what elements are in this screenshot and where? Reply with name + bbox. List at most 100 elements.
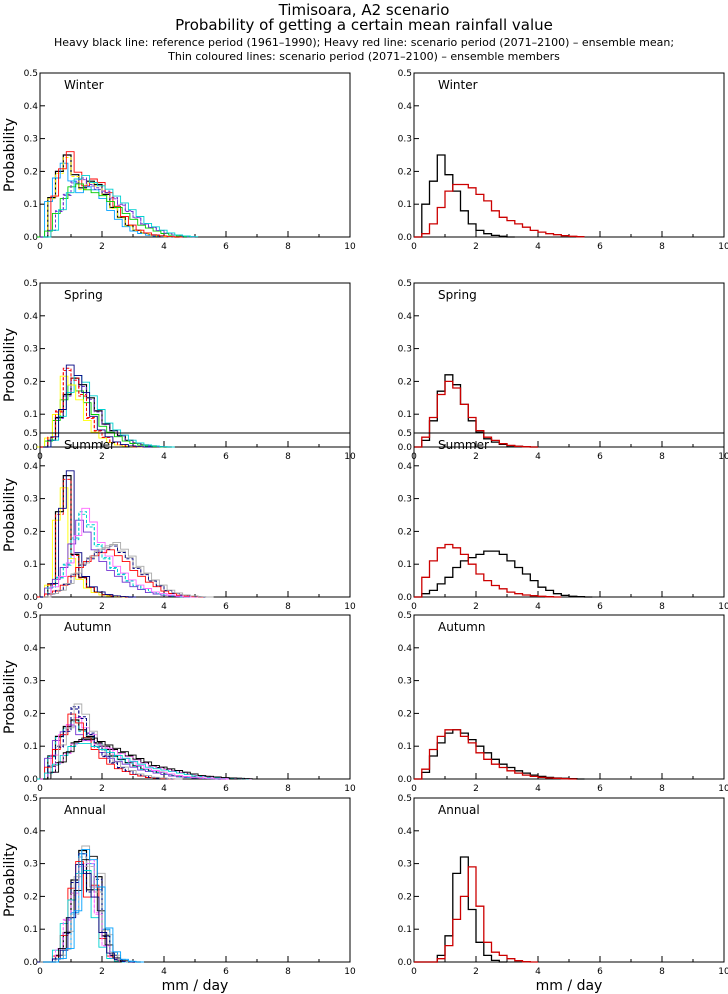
plot-frame-winter-members <box>39 72 351 238</box>
y-tick-label-spring-members: 0.5 <box>24 279 38 289</box>
y-tick-label-winter-means: 0.5 <box>398 69 412 79</box>
series-line-annual-members-0 <box>40 849 141 963</box>
member-trace-winter-members-0-2 <box>43 151 183 238</box>
season-label-spring-means: Spring <box>438 288 477 302</box>
y-tick-label-winter-members: 0.1 <box>24 200 38 210</box>
y-tick-label-summer-means: 0.4 <box>398 462 413 472</box>
x-tick-label-winter-means: 10 <box>718 242 728 252</box>
y-tick-label-autumn-means: 0.0 <box>398 775 413 785</box>
y-tick-label-spring-means: 0.4 <box>398 312 413 322</box>
y-tick-label-winter-members: 0.4 <box>24 102 39 112</box>
series-line-autumn-means-0 <box>414 729 585 780</box>
x-tick-label-spring-means: 6 <box>597 452 603 462</box>
y-axis-label-winter-members: Probability <box>2 118 18 192</box>
y-axis-label-autumn-members: Probability <box>2 660 18 734</box>
plot-frame-autumn-members <box>39 614 351 780</box>
y-tick-label-winter-members: 0.2 <box>24 167 38 177</box>
x-tick-label-winter-members: 6 <box>223 242 229 252</box>
member-trace-winter-members-0-1 <box>40 157 180 238</box>
x-tick-label-spring-means: 10 <box>718 452 728 462</box>
y-tick-label-annual-means: 0.3 <box>398 860 412 870</box>
member-trace-spring-members-1-2 <box>43 364 152 448</box>
y-tick-label-annual-members: 0.0 <box>24 958 39 968</box>
x-tick-label-spring-means: 2 <box>473 452 479 462</box>
y-tick-label-autumn-members: 0.2 <box>24 709 38 719</box>
y-tick-label-summer-members: 0.4 <box>24 462 39 472</box>
x-tick-label-winter-means: 6 <box>597 242 603 252</box>
x-tick-label-annual-members: 4 <box>161 967 167 977</box>
x-tick-label-spring-members: 8 <box>285 452 291 462</box>
plot-frame-spring-members <box>39 282 351 448</box>
x-tick-label-summer-members: 6 <box>223 602 229 612</box>
season-label-summer-means: Summer <box>438 438 489 452</box>
x-tick-label-summer-members: 0 <box>37 602 43 612</box>
y-tick-label-winter-means: 0.0 <box>398 233 413 243</box>
x-tick-label-annual-means: 8 <box>659 967 665 977</box>
y-tick-label-autumn-means: 0.5 <box>398 611 412 621</box>
y-tick-label-autumn-means: 0.3 <box>398 677 412 687</box>
season-label-autumn-members: Autumn <box>64 620 111 634</box>
x-tick-label-autumn-means: 2 <box>473 784 479 794</box>
series-line-spring-means-0 <box>414 374 538 448</box>
season-label-annual-means: Annual <box>438 803 480 817</box>
y-tick-label-annual-means: 0.1 <box>398 925 412 935</box>
x-tick-label-annual-members: 6 <box>223 967 229 977</box>
y-tick-label-annual-means: 0.4 <box>398 827 413 837</box>
series-line-spring-means-1 <box>414 380 538 448</box>
y-tick-label-summer-means: 0.1 <box>398 560 412 570</box>
y-axis-label-summer-members: Probability <box>2 478 18 552</box>
x-tick-label-annual-members: 10 <box>344 967 356 977</box>
x-tick-label-summer-means: 6 <box>597 602 603 612</box>
series-line-winter-means-0 <box>414 154 515 238</box>
y-tick-label-annual-members: 0.2 <box>24 892 38 902</box>
x-tick-label-summer-members: 10 <box>344 602 356 612</box>
y-tick-label-summer-means: 0.3 <box>398 495 412 505</box>
y-tick-label-winter-members: 0.0 <box>24 233 39 243</box>
y-tick-label-summer-means: 0.5 <box>398 429 412 439</box>
chart-subtitle-line3: Heavy black line: reference period (1961… <box>53 36 675 49</box>
x-tick-label-spring-members: 4 <box>161 452 167 462</box>
y-tick-label-spring-means: 0.2 <box>398 377 412 387</box>
series-line-autumn-means-1 <box>414 729 577 780</box>
member-trace-summer-members-2-1 <box>40 545 211 598</box>
x-tick-label-winter-members: 2 <box>99 242 105 252</box>
x-tick-label-autumn-means: 0 <box>411 784 417 794</box>
y-tick-label-spring-members: 0.1 <box>24 410 38 420</box>
series-line-autumn-members-2 <box>40 739 257 780</box>
chart-subtitle-line4: Thin coloured lines: scenario period (20… <box>168 50 560 63</box>
y-tick-label-annual-means: 0.2 <box>398 892 412 902</box>
series-line-annual-members-2 <box>40 853 141 963</box>
x-tick-label-annual-members: 8 <box>285 967 291 977</box>
y-tick-label-spring-means: 0.3 <box>398 345 412 355</box>
x-tick-label-autumn-means: 6 <box>597 784 603 794</box>
x-tick-label-summer-members: 2 <box>99 602 105 612</box>
y-tick-label-summer-means: 0.0 <box>398 593 413 603</box>
plot-frame-spring-means <box>413 282 725 448</box>
x-tick-label-winter-members: 0 <box>37 242 43 252</box>
y-tick-label-autumn-means: 0.1 <box>398 742 412 752</box>
member-trace-spring-members-0-1 <box>40 379 172 448</box>
x-axis-label-right: mm / day <box>536 978 603 994</box>
plot-frame-annual-means <box>413 797 725 963</box>
y-tick-label-summer-members: 0.2 <box>24 527 38 537</box>
x-tick-label-summer-means: 2 <box>473 602 479 612</box>
plot-frame-summer-means <box>413 432 725 598</box>
y-tick-label-summer-members: 0.3 <box>24 495 38 505</box>
y-tick-label-winter-means: 0.2 <box>398 167 412 177</box>
x-tick-label-winter-means: 8 <box>659 242 665 252</box>
series-line-winter-means-1 <box>414 183 585 238</box>
x-tick-label-summer-means: 10 <box>718 602 728 612</box>
season-label-summer-members: Summer <box>64 438 115 452</box>
x-tick-label-autumn-members: 10 <box>344 784 356 794</box>
x-tick-label-autumn-members: 0 <box>37 784 43 794</box>
season-label-spring-members: Spring <box>64 288 103 302</box>
y-tick-label-autumn-members: 0.4 <box>24 644 39 654</box>
x-tick-label-autumn-members: 6 <box>223 784 229 794</box>
y-tick-label-autumn-members: 0.5 <box>24 611 38 621</box>
member-trace-summer-members-1-2 <box>43 507 199 598</box>
x-tick-label-spring-means: 4 <box>535 452 541 462</box>
y-tick-label-summer-members: 0.5 <box>24 429 38 439</box>
member-trace-summer-members-0-2 <box>43 470 137 598</box>
x-tick-label-winter-means: 4 <box>535 242 541 252</box>
x-tick-label-annual-means: 4 <box>535 967 541 977</box>
